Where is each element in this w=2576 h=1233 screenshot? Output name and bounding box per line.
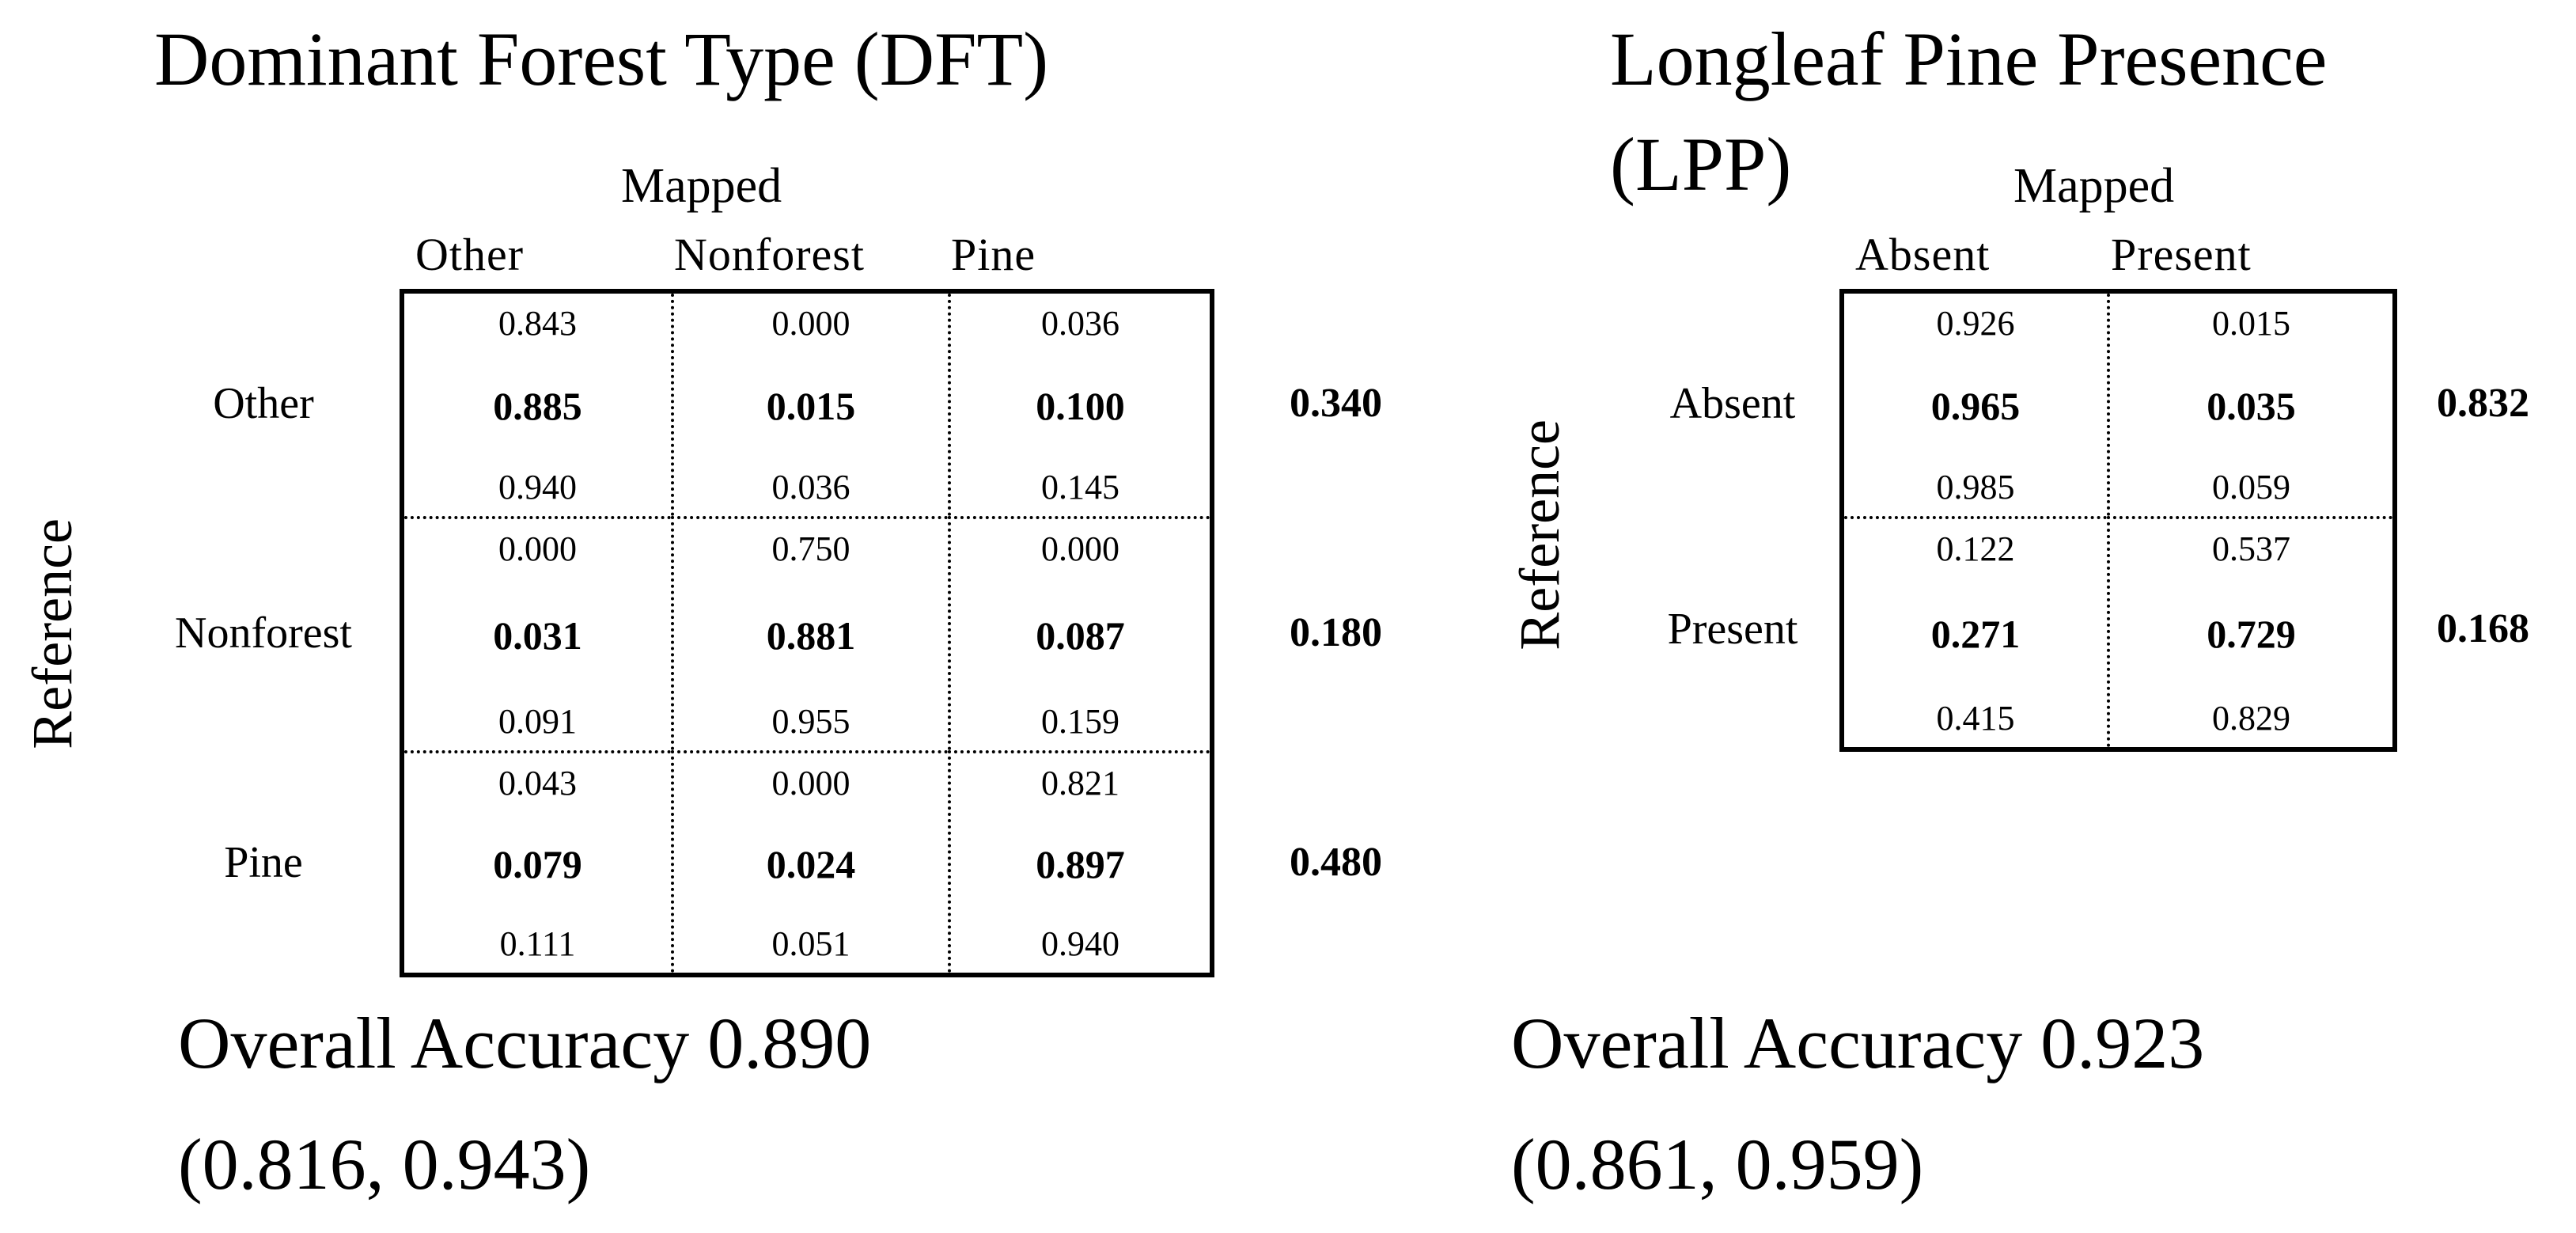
ci-lower-value: 0.000	[498, 529, 577, 568]
estimate-value: 0.271	[1930, 612, 2021, 656]
ci-upper-value: 0.955	[771, 702, 850, 741]
estimate-value: 0.015	[766, 383, 856, 428]
lpp-overall-accuracy: Overall Accuracy 0.923	[1511, 1003, 2205, 1083]
estimate-value: 0.035	[2207, 383, 2296, 428]
lpp-row-margin-absent: 0.832	[2437, 381, 2529, 426]
lpp-cell-present-absent: 0.122 0.271 0.415	[1844, 516, 2107, 747]
estimate-value: 0.100	[1036, 383, 1125, 428]
ci-upper-value: 0.159	[1041, 702, 1119, 741]
estimate-value: 0.881	[766, 613, 856, 658]
lpp-overall-accuracy-ci: (0.861, 0.959)	[1511, 1124, 1924, 1205]
dft-row-header-other: Other	[213, 379, 314, 428]
ci-lower-value: 0.122	[1936, 529, 2015, 568]
ci-upper-value: 0.091	[498, 702, 577, 741]
dft-confusion-matrix: 0.843 0.885 0.940 0.000 0.015 0.036 0.03…	[400, 289, 1214, 977]
dft-overall-accuracy-ci: (0.816, 0.943)	[178, 1124, 591, 1205]
dft-cell-other-pine: 0.036 0.100 0.145	[948, 294, 1210, 516]
dft-col-header-pine: Pine	[951, 229, 1036, 280]
ci-lower-value: 0.000	[771, 764, 850, 802]
ci-lower-value: 0.000	[1041, 529, 1119, 568]
lpp-title-line2: (LPP)	[1610, 122, 1792, 207]
lpp-cell-present-present: 0.537 0.729 0.829	[2107, 516, 2392, 747]
dft-cell-other-nonforest: 0.000 0.015 0.036	[671, 294, 948, 516]
dft-cell-pine-pine: 0.821 0.897 0.940	[948, 750, 1210, 973]
estimate-value: 0.897	[1036, 841, 1125, 886]
estimate-value: 0.031	[493, 613, 582, 658]
dft-cell-nonforest-pine: 0.000 0.087 0.159	[948, 516, 1210, 750]
dft-mapped-axis-label: Mapped	[621, 159, 782, 213]
dft-row-header-pine: Pine	[224, 838, 303, 887]
lpp-row-header-absent: Absent	[1669, 379, 1796, 428]
dft-cell-pine-nonforest: 0.000 0.024 0.051	[671, 750, 948, 973]
lpp-col-header-absent: Absent	[1855, 229, 1991, 280]
ci-upper-value: 0.415	[1936, 699, 2015, 738]
ci-lower-value: 0.537	[2212, 529, 2290, 568]
dft-row-header-nonforest: Nonforest	[175, 609, 352, 658]
ci-upper-value: 0.829	[2212, 699, 2290, 738]
ci-lower-value: 0.843	[498, 304, 577, 343]
lpp-cell-absent-absent: 0.926 0.965 0.985	[1844, 294, 2107, 516]
ci-upper-value: 0.940	[1041, 924, 1119, 963]
dft-col-header-nonforest: Nonforest	[674, 229, 865, 280]
estimate-value: 0.087	[1036, 613, 1125, 658]
dft-row-margin-nonforest: 0.180	[1290, 610, 1382, 655]
dft-row-margin-other: 0.340	[1290, 381, 1382, 426]
estimate-value: 0.079	[493, 841, 582, 886]
dft-cell-other-other: 0.843 0.885 0.940	[404, 294, 671, 516]
dft-title: Dominant Forest Type (DFT)	[154, 17, 1049, 101]
ci-upper-value: 0.051	[771, 924, 850, 963]
ci-lower-value: 0.036	[1041, 304, 1119, 343]
dft-row-margin-pine: 0.480	[1290, 840, 1382, 885]
ci-upper-value: 0.985	[1936, 468, 2015, 506]
ci-upper-value: 0.145	[1041, 468, 1119, 506]
ci-upper-value: 0.036	[771, 468, 850, 506]
ci-upper-value: 0.059	[2212, 468, 2290, 506]
lpp-mapped-axis-label: Mapped	[2013, 159, 2175, 213]
ci-lower-value: 0.821	[1041, 764, 1119, 802]
lpp-title-line1: Longleaf Pine Presence	[1610, 17, 2328, 101]
estimate-value: 0.729	[2207, 612, 2296, 656]
lpp-confusion-matrix: 0.926 0.965 0.985 0.015 0.035 0.059 0.12…	[1839, 289, 2397, 752]
dft-cell-nonforest-nonforest: 0.750 0.881 0.955	[671, 516, 948, 750]
dft-col-header-other: Other	[415, 229, 525, 280]
ci-lower-value: 0.926	[1936, 304, 2015, 343]
dft-overall-accuracy: Overall Accuracy 0.890	[178, 1003, 872, 1083]
lpp-reference-axis-label: Reference	[1508, 419, 1571, 651]
ci-lower-value: 0.043	[498, 764, 577, 802]
dft-cell-pine-other: 0.043 0.079 0.111	[404, 750, 671, 973]
lpp-row-margin-present: 0.168	[2437, 606, 2529, 651]
dft-cell-nonforest-other: 0.000 0.031 0.091	[404, 516, 671, 750]
ci-upper-value: 0.940	[498, 468, 577, 506]
lpp-cell-absent-present: 0.015 0.035 0.059	[2107, 294, 2392, 516]
estimate-value: 0.965	[1930, 383, 2021, 428]
ci-lower-value: 0.000	[771, 304, 850, 343]
lpp-row-header-present: Present	[1667, 605, 1798, 654]
ci-lower-value: 0.015	[2212, 304, 2290, 343]
estimate-value: 0.885	[493, 383, 582, 428]
estimate-value: 0.024	[766, 841, 856, 886]
ci-upper-value: 0.111	[499, 924, 576, 963]
dft-reference-axis-label: Reference	[21, 518, 84, 749]
lpp-col-header-present: Present	[2111, 229, 2252, 280]
ci-lower-value: 0.750	[771, 529, 850, 568]
